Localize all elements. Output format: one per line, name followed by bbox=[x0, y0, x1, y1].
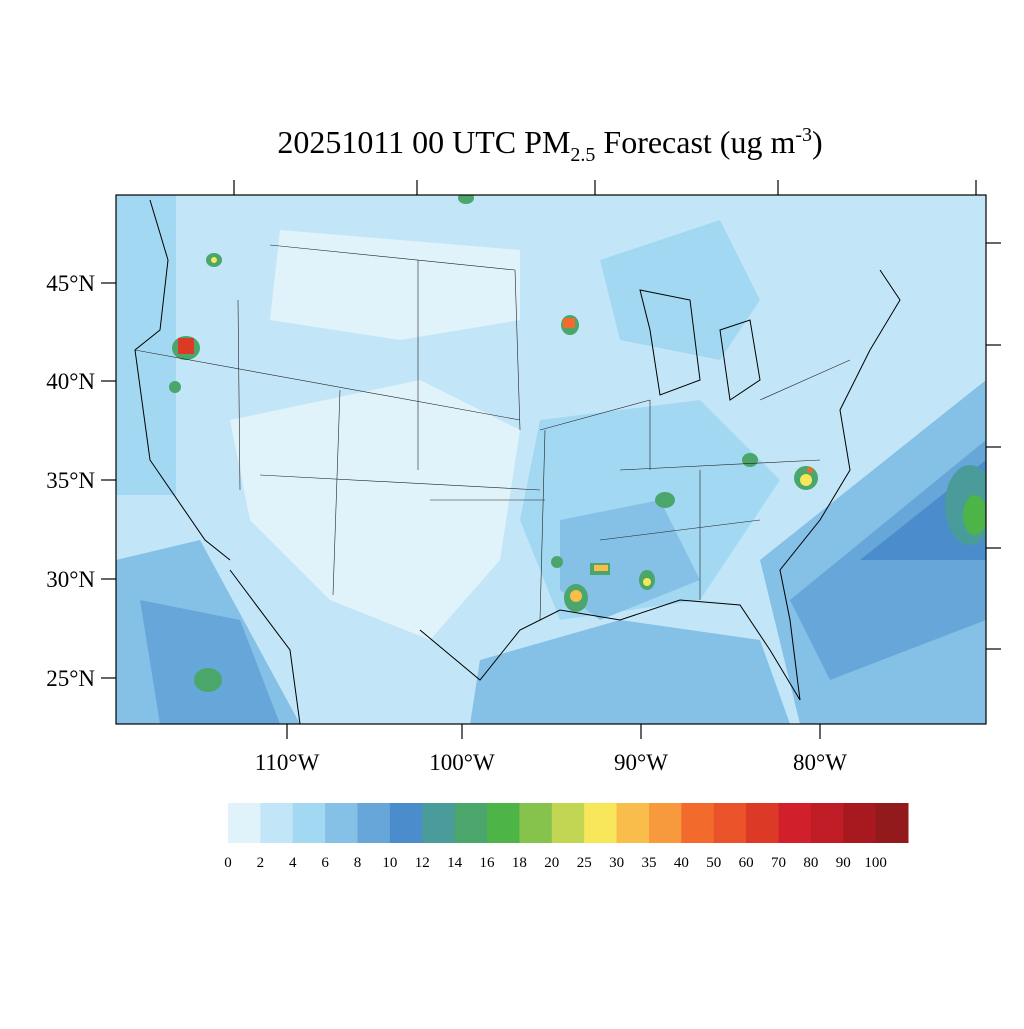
lat-label: 25°N bbox=[46, 666, 95, 691]
colorbar-swatch bbox=[584, 803, 618, 843]
lat-label: 30°N bbox=[46, 567, 95, 592]
colorbar-label: 30 bbox=[609, 855, 624, 871]
colorbar-label: 16 bbox=[480, 855, 496, 871]
frame-ticks bbox=[101, 180, 1001, 739]
colorbar-swatch bbox=[551, 803, 585, 843]
colorbar-swatch bbox=[843, 803, 877, 843]
title-sub: 2.5 bbox=[570, 144, 595, 166]
colorbar-label: 6 bbox=[321, 855, 329, 871]
colorbar-label: 14 bbox=[447, 855, 463, 871]
colorbar-swatch bbox=[389, 803, 423, 843]
colorbar-swatch bbox=[260, 803, 294, 843]
colorbar-swatch bbox=[325, 803, 359, 843]
colorbar-label: 35 bbox=[641, 855, 656, 871]
lon-label: 80°W bbox=[793, 750, 847, 775]
title: 20251011 00 UTC PM2.5 Forecast (ug m-3) bbox=[277, 124, 822, 166]
lat-label: 45°N bbox=[46, 271, 95, 296]
colorbar-label: 25 bbox=[577, 855, 592, 871]
colorbar-label: 80 bbox=[803, 855, 818, 871]
colorbar-swatch bbox=[357, 803, 391, 843]
colorbar-label: 40 bbox=[674, 855, 689, 871]
lon-label: 100°W bbox=[429, 750, 495, 775]
colorbar-swatch bbox=[422, 803, 456, 843]
colorbar-swatch bbox=[778, 803, 812, 843]
title-mid: Forecast (ug m bbox=[595, 124, 795, 160]
hotspots bbox=[169, 195, 818, 612]
colorbar-swatch bbox=[292, 803, 326, 843]
colorbar-label: 12 bbox=[415, 855, 430, 871]
colorbar-label: 60 bbox=[739, 855, 754, 871]
colorbar-label: 70 bbox=[771, 855, 786, 871]
map-frame bbox=[115, 194, 987, 725]
colorbar: 0 2 4 6 8 10 12 14 16 18 20 25 30 35 40 50 60 70 80 90 100 bbox=[224, 803, 909, 871]
lat-label: 40°N bbox=[46, 369, 95, 394]
colorbar-swatch bbox=[487, 803, 520, 843]
lon-label: 90°W bbox=[614, 750, 668, 775]
colorbar-swatch bbox=[681, 803, 715, 843]
colorbar-swatch bbox=[810, 803, 844, 843]
colorbar-swatch bbox=[454, 803, 488, 843]
colorbar-label: 18 bbox=[512, 855, 527, 871]
colorbar-swatch bbox=[713, 803, 747, 843]
colorbar-label: 4 bbox=[289, 855, 297, 871]
coastline bbox=[134, 199, 901, 724]
pm-field bbox=[116, 195, 986, 724]
title-end: ) bbox=[812, 124, 823, 160]
colorbar-label: 100 bbox=[864, 855, 887, 871]
state-boundaries bbox=[134, 244, 851, 621]
lon-label: 110°W bbox=[255, 750, 320, 775]
colorbar-label: 50 bbox=[706, 855, 721, 871]
colorbar-label: 10 bbox=[382, 855, 397, 871]
title-main: 20251011 00 UTC PM bbox=[277, 124, 570, 160]
colorbar-swatch bbox=[519, 803, 553, 843]
colorbar-swatch bbox=[616, 803, 650, 843]
title-sup: -3 bbox=[795, 124, 812, 146]
colorbar-label: 20 bbox=[544, 855, 559, 871]
colorbar-label: 2 bbox=[257, 855, 265, 871]
colorbar-swatch bbox=[228, 803, 261, 843]
colorbar-swatch bbox=[746, 803, 779, 843]
colorbar-swatch bbox=[875, 803, 909, 843]
lat-label: 35°N bbox=[46, 468, 95, 493]
colorbar-label: 8 bbox=[354, 855, 362, 871]
colorbar-swatch bbox=[648, 803, 682, 843]
colorbar-label: 90 bbox=[836, 855, 851, 871]
colorbar-label: 0 bbox=[224, 855, 232, 871]
